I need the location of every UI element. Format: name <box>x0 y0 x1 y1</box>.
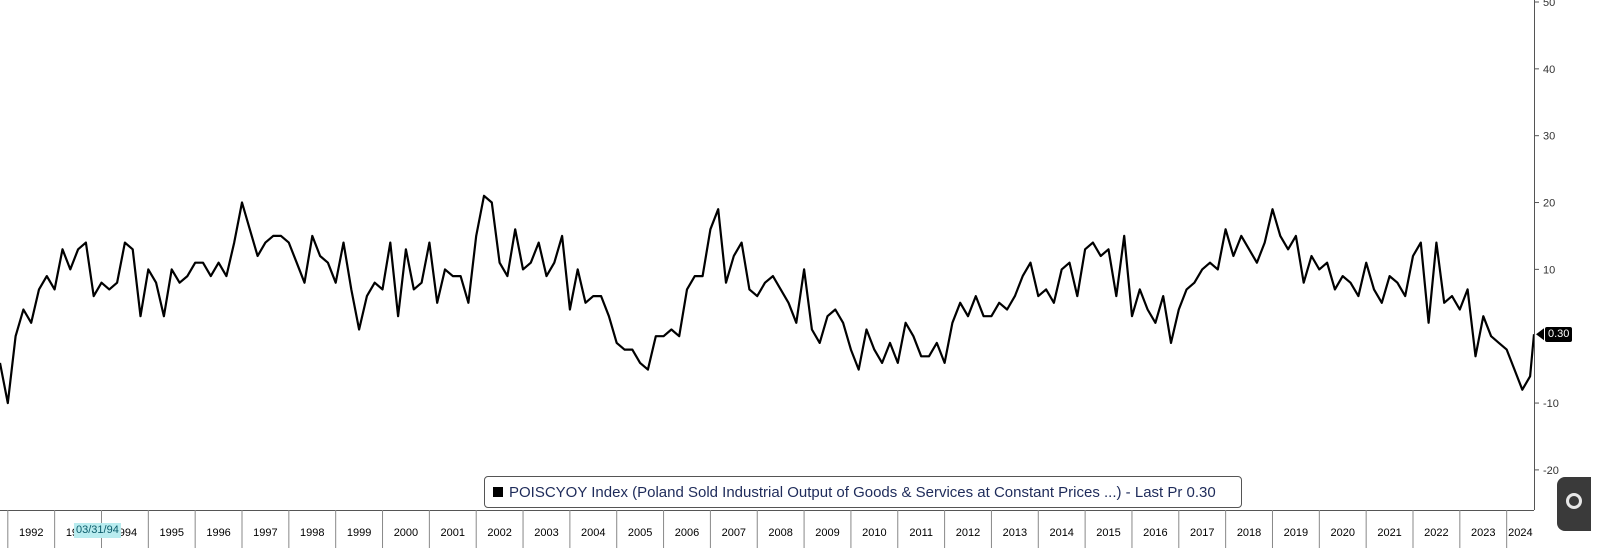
x-tick-label: 2000 <box>394 527 418 539</box>
x-tick-label: 2021 <box>1377 527 1401 539</box>
x-tick-label: 2004 <box>581 527 605 539</box>
y-tick-label: 30 <box>1543 131 1555 143</box>
x-tick-label: 2018 <box>1237 527 1261 539</box>
x-tick-label: 2002 <box>487 527 511 539</box>
cursor-date-label: 03/31/94 <box>74 523 121 538</box>
x-tick-label: 2013 <box>1003 527 1027 539</box>
chart-options-icon[interactable] <box>1557 477 1591 531</box>
x-tick-label: 2019 <box>1284 527 1308 539</box>
last-value-label: 0.30 <box>1545 326 1573 342</box>
x-tick-label: 2017 <box>1190 527 1214 539</box>
x-tick-label: 2023 <box>1471 527 1495 539</box>
x-tick-label: 2015 <box>1096 527 1120 539</box>
y-tick-label: -10 <box>1543 398 1559 410</box>
x-tick-label: 2020 <box>1330 527 1354 539</box>
x-tick-label: 2008 <box>768 527 792 539</box>
x-tick-label: 2024 <box>1508 527 1532 539</box>
legend-swatch <box>493 487 503 497</box>
y-tick-label: 50 <box>1543 0 1555 9</box>
x-tick-label: 2007 <box>722 527 746 539</box>
x-tick-label: 2016 <box>1143 527 1167 539</box>
x-tick-label: 1996 <box>206 527 230 539</box>
x-tick-label: 1997 <box>253 527 277 539</box>
y-axis: 50 40 30 20 10 -10 -20 <box>1534 0 1559 510</box>
x-tick-label: 2022 <box>1424 527 1448 539</box>
y-tick-label: -20 <box>1543 465 1559 477</box>
last-value-marker <box>1536 328 1544 341</box>
x-axis: 1992199319941995199619971998199920002001… <box>0 510 1534 548</box>
x-tick-label: 2003 <box>534 527 558 539</box>
x-tick-label: 1992 <box>19 527 43 539</box>
x-tick-label: 1995 <box>160 527 184 539</box>
series-line <box>0 194 1536 405</box>
x-tick-label: 2011 <box>909 527 933 539</box>
x-tick-label: 2010 <box>862 527 886 539</box>
y-tick-label: 10 <box>1543 264 1555 276</box>
x-tick-label: 2009 <box>815 527 839 539</box>
y-tick-label: 20 <box>1543 198 1555 210</box>
plot-area <box>0 194 1544 405</box>
legend-series-label: POISCYOY Index (Poland Sold Industrial O… <box>509 483 1216 501</box>
legend: POISCYOY Index (Poland Sold Industrial O… <box>484 476 1242 508</box>
x-tick-label: 2014 <box>1049 527 1073 539</box>
x-tick-label: 2006 <box>675 527 699 539</box>
x-tick-label: 1998 <box>300 527 324 539</box>
x-tick-label: 2001 <box>441 527 465 539</box>
x-tick-label: 1999 <box>347 527 371 539</box>
y-tick-label: 40 <box>1543 64 1555 76</box>
x-tick-label: 2012 <box>956 527 980 539</box>
x-tick-label: 2005 <box>628 527 652 539</box>
